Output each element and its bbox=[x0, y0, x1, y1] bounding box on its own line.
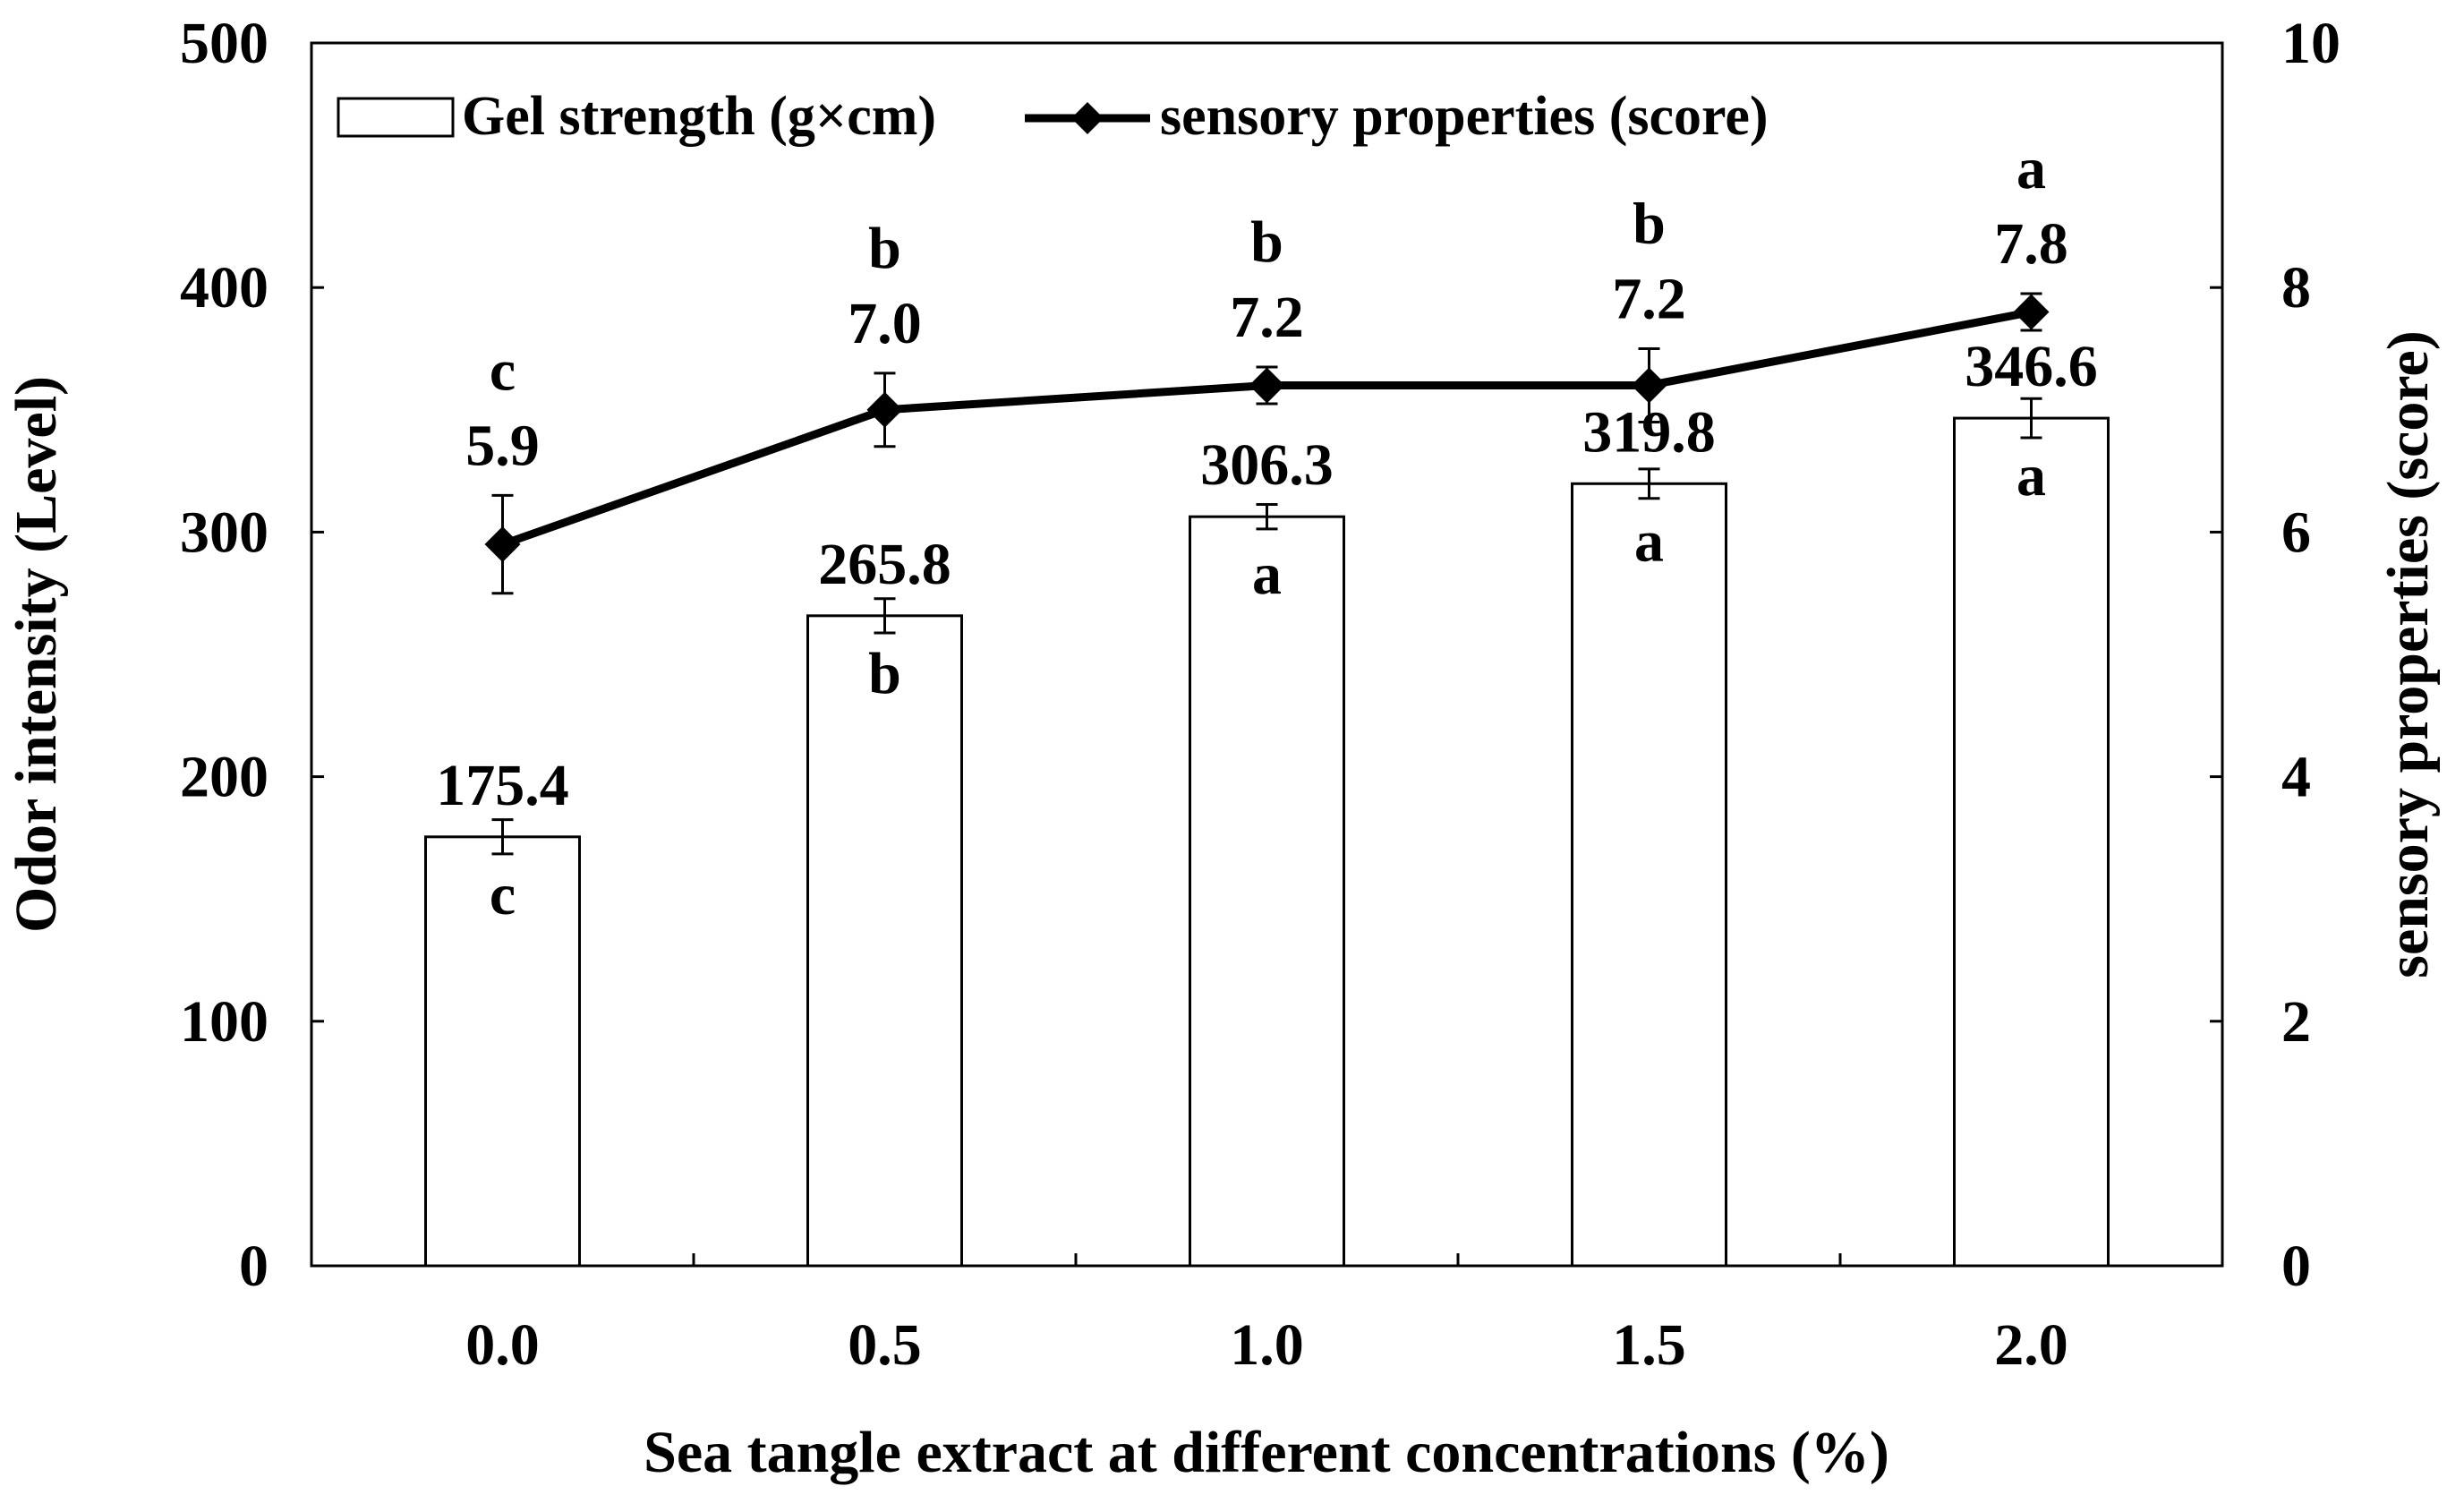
diamond-marker bbox=[484, 526, 521, 563]
bar-value-label: 265.8 bbox=[818, 532, 951, 597]
y2-axis-title: sensory properties (score) bbox=[2375, 330, 2441, 978]
bar bbox=[1189, 515, 1345, 1268]
x-tick-label: 1.0 bbox=[1230, 1312, 1304, 1378]
y-tick-label: 100 bbox=[180, 989, 269, 1055]
bar bbox=[806, 614, 963, 1268]
legend-bar-swatch bbox=[337, 97, 455, 138]
y2-tick-label: 2 bbox=[2281, 989, 2311, 1055]
line-value-label: 7.8 bbox=[1994, 211, 2068, 277]
line-letter-label: b bbox=[1250, 209, 1283, 275]
axes-layer: 0 100 200 300 400 500 0 2 4 6 8 10 0.0 0.5 1.0 1.5 2.0 bbox=[180, 11, 2340, 1378]
labels-layer: 175.4 c 265.8 b 306.3 a 319.8 a 346.6 a 5.9 c 7.0 b 7.… bbox=[436, 136, 2098, 927]
x-tick-label: 1.5 bbox=[1612, 1312, 1686, 1378]
line-value-label: 7.2 bbox=[1230, 285, 1304, 350]
line-letter-label: b bbox=[868, 216, 901, 281]
y-tick-label: 500 bbox=[180, 11, 269, 76]
line-letter-label: c bbox=[490, 337, 516, 403]
line-value-label: 7.2 bbox=[1612, 267, 1686, 332]
bar-letter-label: a bbox=[1634, 508, 1664, 574]
y-tick-label: 0 bbox=[239, 1234, 269, 1299]
legend: Gel strength (g×cm) sensory properties (… bbox=[337, 86, 1769, 147]
y2-tick-label: 10 bbox=[2281, 11, 2340, 76]
diamond-marker bbox=[1631, 367, 1667, 404]
x-tick-label: 2.0 bbox=[1994, 1312, 2068, 1378]
line-value-label: 5.9 bbox=[465, 413, 540, 478]
bars-layer bbox=[424, 397, 2110, 1268]
bar-letter-label: a bbox=[1252, 542, 1282, 607]
line-letter-label: b bbox=[1633, 192, 1666, 257]
legend-bar-label: Gel strength (g×cm) bbox=[462, 86, 936, 147]
bar-value-label: 319.8 bbox=[1582, 399, 1716, 465]
bar-value-label: 306.3 bbox=[1200, 432, 1334, 498]
y2-tick-label: 8 bbox=[2281, 255, 2311, 320]
y2-tick-label: 4 bbox=[2281, 745, 2311, 810]
bar-letter-label: a bbox=[2016, 443, 2046, 508]
diamond-marker bbox=[1249, 367, 1285, 404]
legend-diamond-marker bbox=[1071, 102, 1104, 134]
diamond-marker bbox=[2013, 294, 2050, 330]
x-tick-label: 0.0 bbox=[465, 1312, 540, 1378]
y-tick-label: 400 bbox=[180, 255, 269, 320]
diamond-marker bbox=[866, 391, 903, 428]
bar bbox=[1571, 482, 1727, 1268]
bar-letter-label: b bbox=[868, 641, 901, 706]
bar-value-label: 346.6 bbox=[1965, 334, 2098, 399]
y2-tick-label: 6 bbox=[2281, 500, 2311, 565]
line-layer bbox=[484, 292, 2050, 595]
bar-letter-label: c bbox=[490, 862, 516, 927]
legend-line-label: sensory properties (score) bbox=[1160, 86, 1769, 147]
bar-value-label: 175.4 bbox=[436, 753, 569, 818]
bar bbox=[424, 835, 581, 1268]
line-value-label: 7.0 bbox=[848, 291, 922, 356]
y-axis-title: Odor intensity (Level) bbox=[4, 376, 69, 933]
bar bbox=[1953, 416, 2110, 1268]
y-tick-label: 300 bbox=[180, 500, 269, 565]
x-axis-title: Sea tangle extract at different concentr… bbox=[644, 1420, 1889, 1485]
y2-tick-label: 0 bbox=[2281, 1234, 2311, 1299]
line-letter-label: a bbox=[2016, 136, 2046, 201]
x-tick-label: 0.5 bbox=[848, 1312, 922, 1378]
y-tick-label: 200 bbox=[180, 745, 269, 810]
